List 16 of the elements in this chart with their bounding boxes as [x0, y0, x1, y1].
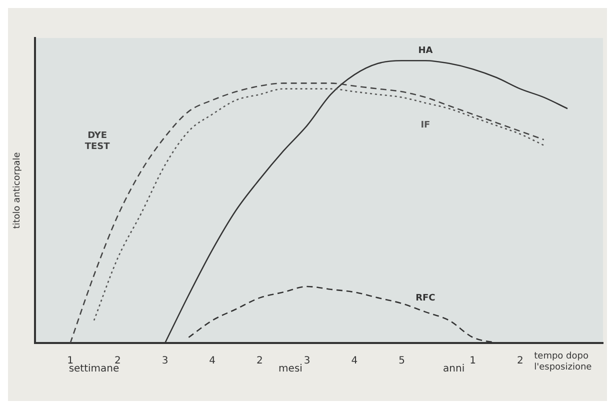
text: anni: [443, 364, 465, 375]
text: mesi: [278, 364, 302, 375]
series-label: RFC: [416, 293, 436, 304]
series-label: IF: [420, 120, 430, 130]
x-tick-label: 1: [470, 356, 476, 367]
x-tick-label: 5: [398, 356, 405, 367]
x-tick-label: 3: [162, 356, 168, 367]
x-tick-label: 4: [209, 356, 216, 367]
series-label: HA: [418, 46, 433, 56]
x-tick-label: 3: [304, 356, 310, 367]
x-tick-label: 2: [516, 356, 524, 367]
x-tick-label: 4: [351, 356, 358, 367]
x-tick-label: 2: [256, 356, 263, 367]
text: DYE TEST: [84, 131, 111, 152]
y-axis-title: titolo anticorpale: [12, 152, 23, 229]
x-axis-title: tempo dopo l'esposizione: [534, 351, 592, 372]
